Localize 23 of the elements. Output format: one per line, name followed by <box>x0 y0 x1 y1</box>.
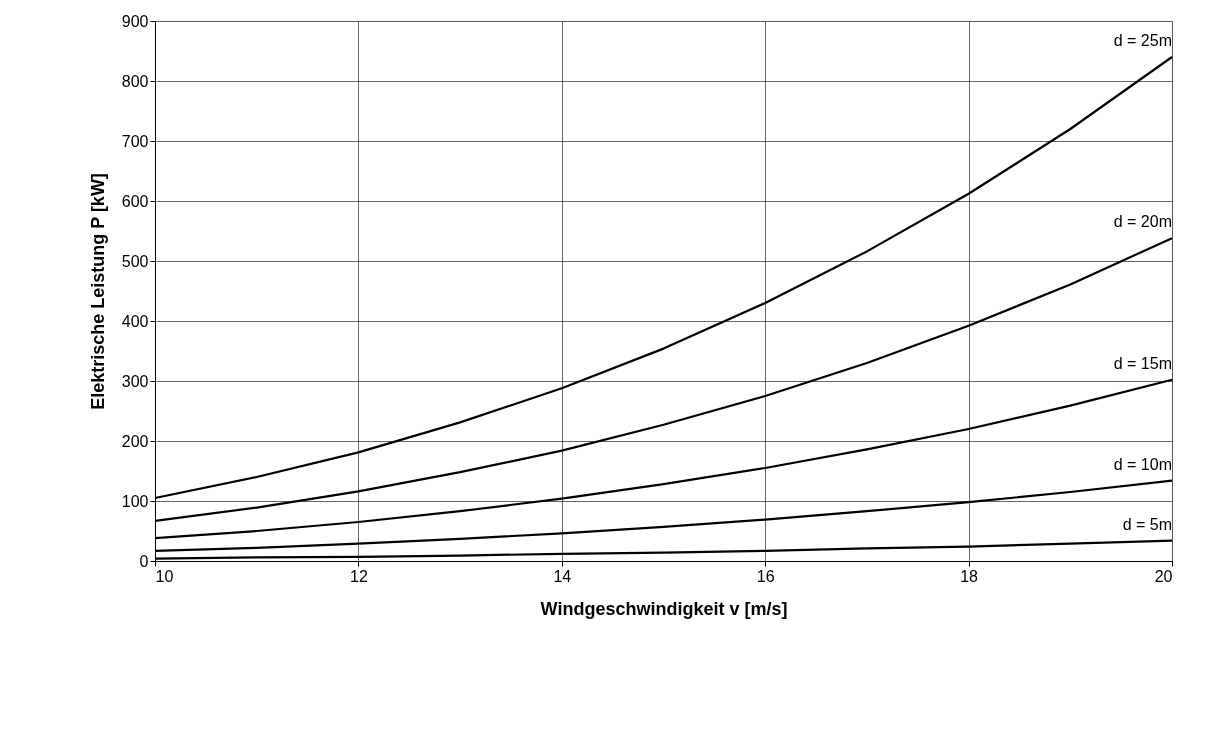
series-label: d = 15m <box>1113 354 1172 372</box>
y-tick-label: 300 <box>121 372 149 390</box>
y-tick-label: 700 <box>121 132 149 150</box>
x-tick-label: 10 <box>155 567 174 585</box>
y-tick-label: 800 <box>121 72 149 90</box>
x-tick-label: 20 <box>1154 567 1173 585</box>
y-axis-title: Elektrische Leistung P [kW] <box>87 173 108 410</box>
series-label: d = 5m <box>1122 515 1172 533</box>
y-tick-label: 100 <box>121 492 149 510</box>
series-label: d = 25m <box>1113 32 1172 49</box>
x-tick-label: 16 <box>756 567 775 585</box>
y-tick-label: 500 <box>121 252 149 270</box>
series-label: d = 20m <box>1113 213 1172 231</box>
y-tick-label: 200 <box>121 432 149 450</box>
y-tick-label: 600 <box>121 192 149 210</box>
y-tick-label: 0 <box>139 552 149 570</box>
y-tick-label: 400 <box>121 312 149 330</box>
y-tick-label: 900 <box>121 12 149 30</box>
series-label: d = 10m <box>1113 455 1172 473</box>
x-tick-label: 12 <box>350 567 368 585</box>
x-tick-label: 14 <box>553 567 572 585</box>
x-axis-title: Windgeschwindigkeit v [m/s] <box>540 598 788 619</box>
x-tick-label: 18 <box>960 567 979 585</box>
